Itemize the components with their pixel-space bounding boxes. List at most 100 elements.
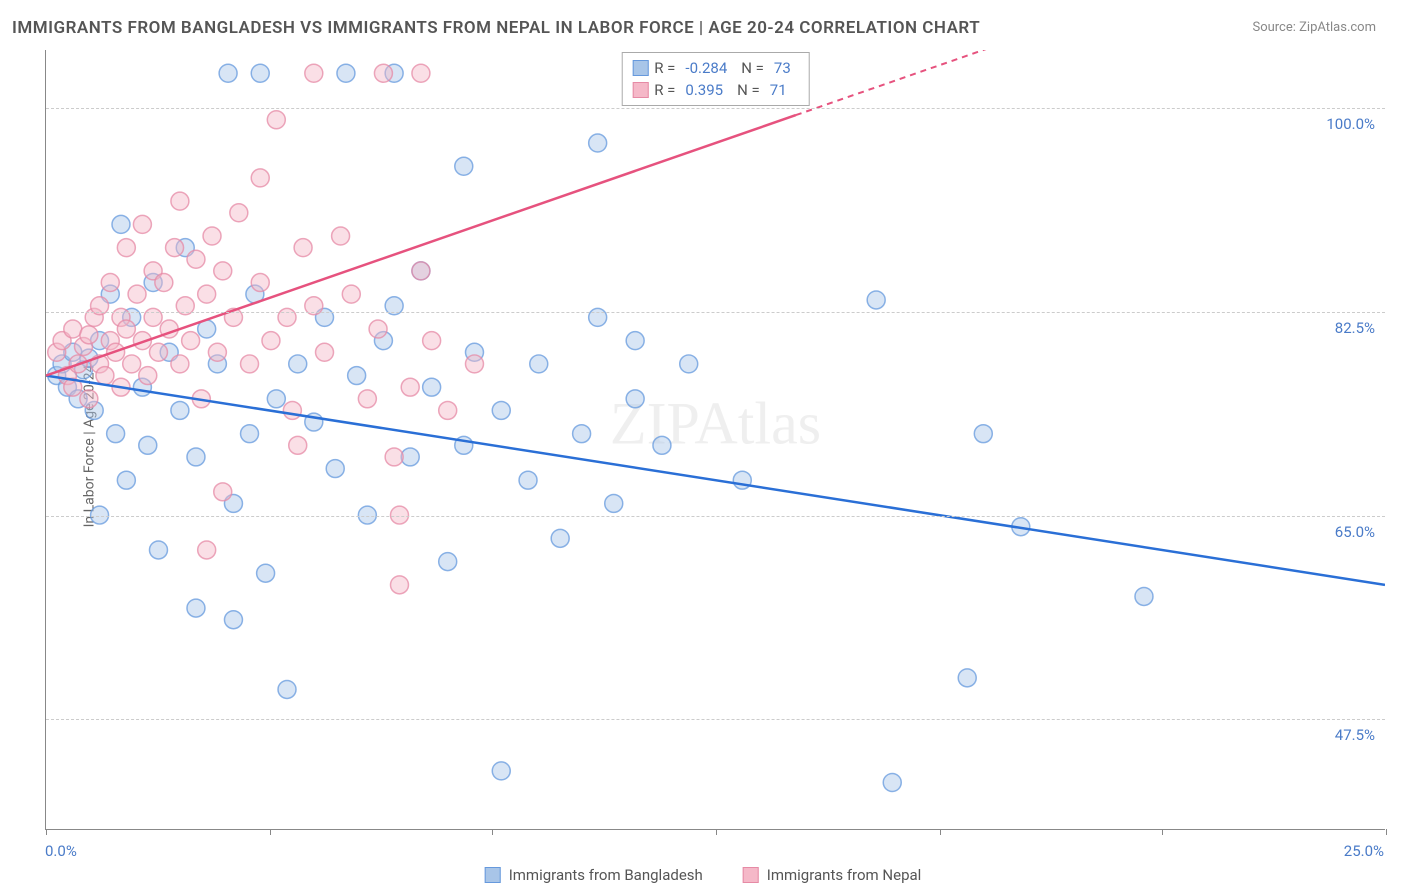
x-tick [270,829,271,835]
data-point [139,436,157,454]
data-point [112,215,130,233]
legend-item-nepal: Immigrants from Nepal [743,866,922,884]
data-point [358,390,376,408]
data-point [198,541,216,559]
data-point [80,390,98,408]
series-legend: Immigrants from Bangladesh Immigrants fr… [485,866,922,884]
data-point [1135,587,1153,605]
data-point [171,192,189,210]
data-point [289,436,307,454]
data-point [251,274,269,292]
data-point [455,157,473,175]
data-point [589,134,607,152]
data-point [348,367,366,385]
legend-label-bangladesh: Immigrants from Bangladesh [509,866,703,884]
trend-line [46,115,796,375]
data-point [214,483,232,501]
legend-row-bangladesh: R = -0.284 N = 73 [632,57,799,79]
data-point [214,262,232,280]
data-point [551,529,569,547]
legend-swatch-bangladesh-icon [485,867,501,883]
data-point [867,291,885,309]
data-point [155,274,173,292]
x-tick [940,829,941,835]
data-point [224,611,242,629]
data-point [257,564,275,582]
data-point [64,320,82,338]
data-point [117,471,135,489]
plot-svg [46,50,1385,829]
data-point [465,355,483,373]
data-point [492,401,510,419]
data-point [80,326,98,344]
data-point [626,332,644,350]
gridline [46,719,1385,720]
r-label: R = [654,57,675,79]
chart-title: IMMIGRANTS FROM BANGLADESH VS IMMIGRANTS… [12,18,980,38]
source-label: Source: ZipAtlas.com [1252,20,1376,35]
data-point [958,669,976,687]
data-point [439,553,457,571]
gridline [46,312,1385,313]
data-point [278,680,296,698]
data-point [423,378,441,396]
data-point [101,274,119,292]
data-point [401,448,419,466]
data-point [171,401,189,419]
data-point [230,204,248,222]
x-max-label: 25.0% [1344,842,1384,860]
legend-row-nepal: R = 0.395 N = 71 [632,79,799,101]
n-label: N = [737,79,760,101]
r-value-nepal: 0.395 [685,79,723,101]
data-point [107,425,125,443]
data-point [294,239,312,257]
data-point [187,599,205,617]
x-tick [716,829,717,835]
legend-swatch-nepal-icon [743,867,759,883]
data-point [439,401,457,419]
correlation-legend: R = -0.284 N = 73 R = 0.395 N = 71 [621,52,810,106]
legend-swatch-nepal [632,82,648,98]
data-point [391,576,409,594]
data-point [974,425,992,443]
data-point [573,425,591,443]
x-tick [492,829,493,835]
data-point [653,436,671,454]
data-point [626,390,644,408]
gridline [46,516,1385,517]
data-point [369,320,387,338]
x-min-label: 0.0% [45,842,77,860]
data-point [316,343,334,361]
data-point [241,425,259,443]
n-value-bangladesh: 73 [774,57,791,79]
data-point [166,239,184,257]
data-point [883,774,901,792]
data-point [149,541,167,559]
x-tick [1162,829,1163,835]
chart-container: IMMIGRANTS FROM BANGLADESH VS IMMIGRANTS… [0,0,1406,892]
data-point [423,332,441,350]
data-point [117,320,135,338]
data-point [219,64,237,82]
data-point [283,401,301,419]
plot-area: ZIPAtlas R = -0.284 N = 73 R = 0.395 N =… [45,50,1385,830]
data-point [123,355,141,373]
y-tick-label: 65.0% [1335,523,1375,541]
data-point [605,494,623,512]
data-point [139,367,157,385]
data-point [337,64,355,82]
trend-line [46,376,1385,585]
y-tick-label: 100.0% [1326,115,1375,133]
data-point [332,227,350,245]
data-point [149,343,167,361]
data-point [251,169,269,187]
data-point [680,355,698,373]
data-point [374,64,392,82]
data-point [96,367,114,385]
y-tick-label: 82.5% [1335,319,1375,337]
data-point [267,390,285,408]
x-tick [46,829,47,835]
data-point [251,64,269,82]
legend-swatch-bangladesh [632,60,648,76]
data-point [198,285,216,303]
